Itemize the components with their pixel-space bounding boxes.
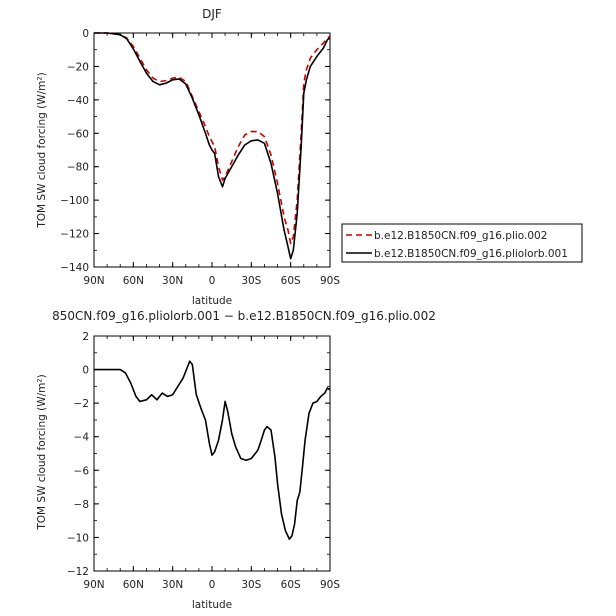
bottom-y-tick-label: −8 [74, 499, 89, 511]
bottom-x-tick-label: 90S [320, 579, 340, 591]
bottom-x-tick-label: 0 [209, 579, 216, 591]
bottom-y-tick-label: −10 [67, 532, 89, 544]
top-y-tick-label: −40 [67, 95, 89, 107]
bottom-y-tick-label: 2 [82, 331, 89, 343]
top-x-tick-label: 60S [281, 275, 301, 287]
bottom-x-tick-label: 60N [123, 579, 144, 591]
top-y-tick-label: −100 [60, 195, 89, 207]
top-x-tick-label: 30S [241, 275, 261, 287]
top-series-line-2 [94, 32, 331, 260]
top-x-tick-label: 60N [123, 275, 144, 287]
top-y-tick-label: −60 [67, 128, 89, 140]
legend-box [341, 223, 583, 263]
top-x-tick-label: 0 [209, 275, 216, 287]
top-series-line-1 [94, 32, 331, 245]
legend: b.e12.B1850CN.f09_g16.plio.002 b.e12.B18… [341, 223, 583, 263]
top-y-tick-label: −20 [67, 61, 89, 73]
top-y-tick-label: −120 [60, 229, 89, 241]
panel-bottom-y-axis-label: TOM SW cloud forcing (W/m²) [36, 374, 48, 530]
bottom-x-tick-label: 90N [83, 579, 104, 591]
bottom-y-tick-label: −4 [74, 432, 90, 444]
top-x-tick-label: 90S [320, 275, 340, 287]
top-y-tick-label: −140 [60, 262, 89, 274]
bottom-y-tick-label: 0 [82, 365, 89, 377]
top-y-tick-label: 0 [82, 28, 89, 40]
top-x-tick-label: 30N [162, 275, 183, 287]
bottom-x-tick-label: 30N [162, 579, 183, 591]
top-x-tick-label: 90N [83, 275, 104, 287]
legend-label-pliolorb: b.e12.B1850CN.f09_g16.pliolorb.001 [374, 248, 568, 260]
panel-top-y-axis-label: TOM SW cloud forcing (W/m²) [36, 72, 48, 228]
panel-bottom-title: 850CN.f09_g16.pliolorb.001 − b.e12.B1850… [52, 309, 436, 323]
panel-top-x-axis-label: latitude [192, 295, 232, 307]
legend-label-plio: b.e12.B1850CN.f09_g16.plio.002 [374, 230, 547, 242]
bottom-x-tick-label: 30S [241, 579, 261, 591]
bottom-series-line-1 [94, 360, 331, 540]
bottom-y-tick-label: −6 [74, 465, 90, 477]
panel-bottom-x-axis-label: latitude [192, 599, 232, 611]
panel-bottom: 850CN.f09_g16.pliolorb.001 − b.e12.B1850… [36, 309, 436, 611]
panel-top: DJF 90N 60N 30N 0 30S 60S 90S 0 −20 −40 −60 −80 −10… [36, 7, 340, 307]
top-y-tick-label: −80 [67, 162, 89, 174]
bottom-x-tick-label: 60S [281, 579, 301, 591]
panel-top-title: DJF [202, 7, 222, 21]
bottom-y-tick-label: −2 [74, 398, 89, 410]
bottom-y-tick-label: −12 [67, 566, 89, 578]
